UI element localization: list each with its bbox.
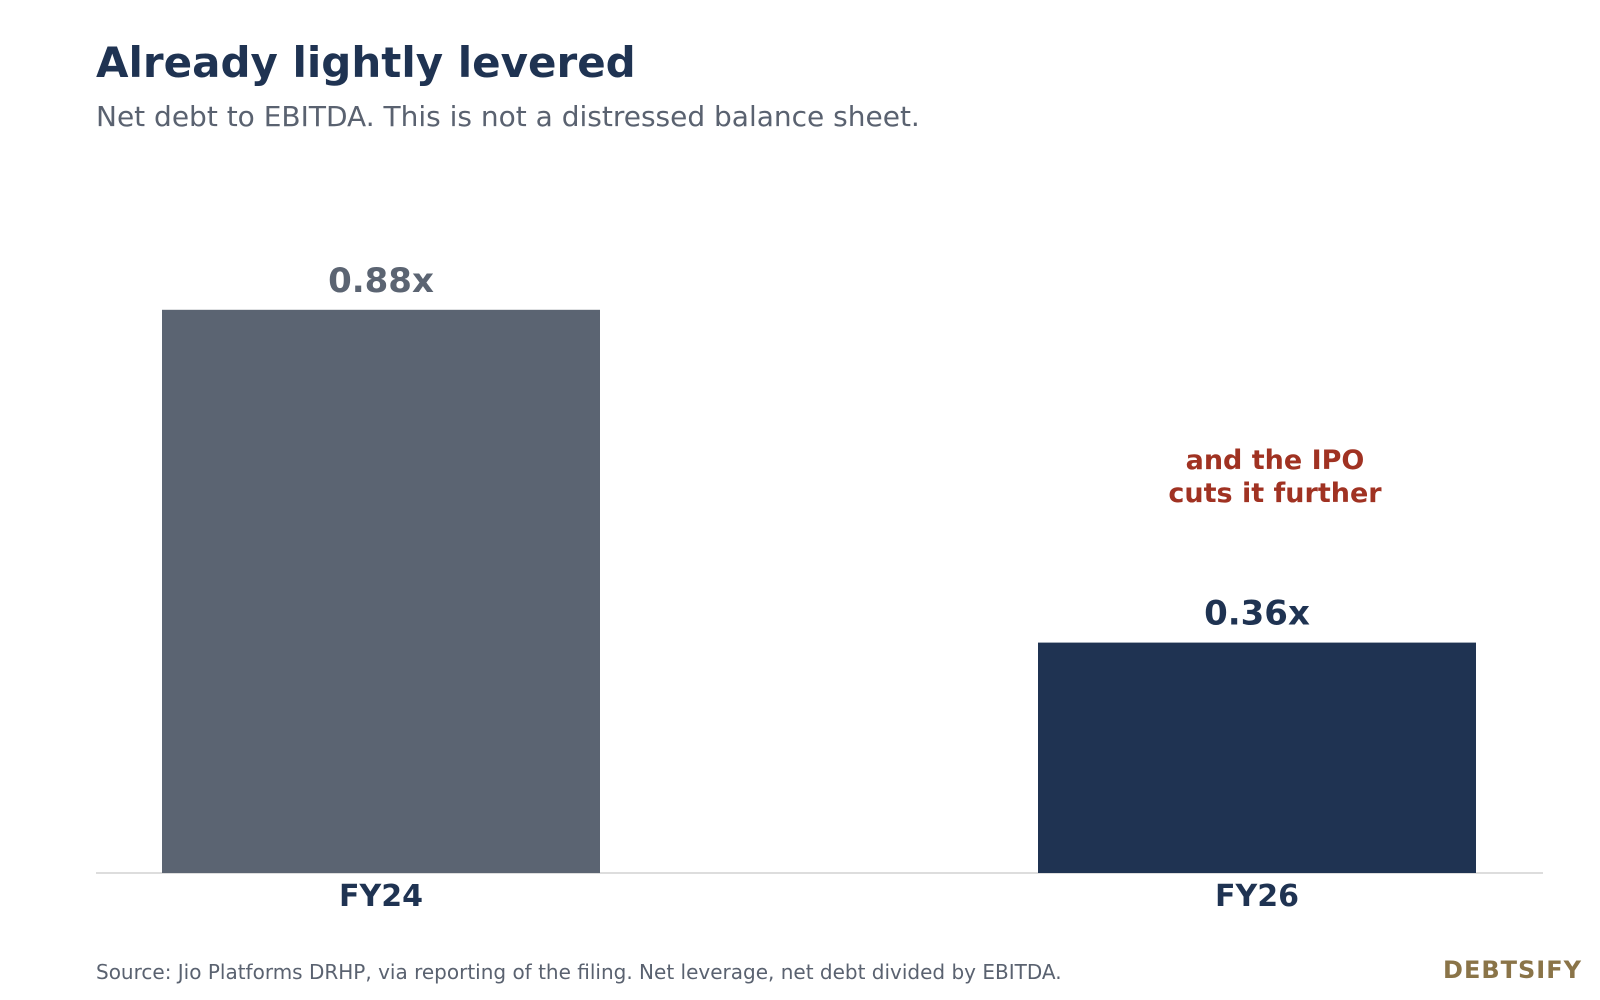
category-label-fy24: FY24	[339, 879, 423, 914]
chart-title: Already lightly levered	[96, 38, 636, 87]
value-label-fy24: 0.88x	[328, 261, 434, 301]
annotation-line-1: and the IPO	[1186, 445, 1365, 476]
annotation-line-2: cuts it further	[1168, 478, 1382, 509]
source-note: Source: Jio Platforms DRHP, via reportin…	[96, 960, 1062, 984]
chart-subtitle: Net debt to EBITDA. This is not a distre…	[96, 100, 920, 133]
bar-fy24	[162, 309, 600, 873]
value-label-fy26: 0.36x	[1204, 594, 1310, 634]
category-label-fy26: FY26	[1215, 879, 1299, 914]
brand-logo: DEBTSIFY	[1443, 956, 1582, 984]
bar-fy26	[1038, 642, 1476, 873]
